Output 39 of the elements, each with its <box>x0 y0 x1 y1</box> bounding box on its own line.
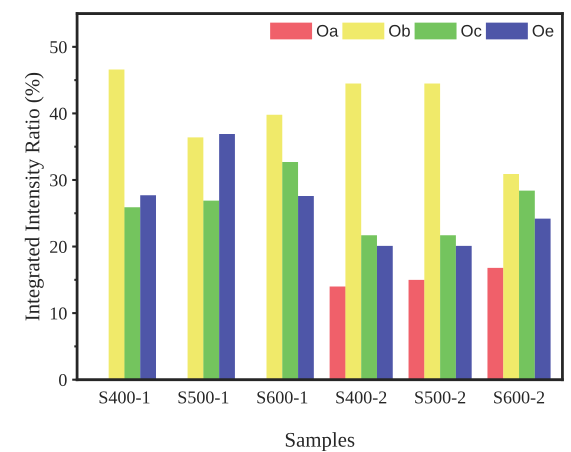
bar <box>188 137 204 380</box>
bar <box>330 286 346 380</box>
x-tick-label: S400-1 <box>100 391 150 404</box>
bar <box>298 196 314 380</box>
bar <box>140 195 156 380</box>
bar <box>440 235 456 380</box>
y-tick-label: 30 <box>50 174 67 186</box>
y-tick-label: 50 <box>50 41 67 54</box>
legend-label: Oc <box>461 24 482 37</box>
bar <box>282 162 298 380</box>
x-axis-title: Samples <box>286 432 354 452</box>
bar <box>534 218 551 380</box>
legend-label: Oe <box>532 24 554 37</box>
legend-label: Ob <box>389 24 410 37</box>
x-tick-label: S400-2 <box>336 391 386 404</box>
y-tick-label: 40 <box>50 108 67 120</box>
bar <box>503 174 520 380</box>
bar <box>203 200 220 380</box>
bar <box>456 246 472 380</box>
x-tick-label: S600-2 <box>494 391 544 404</box>
bar <box>266 114 282 380</box>
bar <box>108 69 124 380</box>
bar <box>519 190 535 380</box>
bar <box>376 246 393 380</box>
bar <box>361 235 377 380</box>
legend-label: Oa <box>316 24 338 37</box>
bar <box>219 134 235 380</box>
bar <box>124 207 140 380</box>
y-axis-title: Integrated Intensity Ratio (%) <box>24 72 44 321</box>
y-tick-label: 20 <box>50 240 67 253</box>
x-tick-label: S600-1 <box>257 391 308 404</box>
bar <box>345 83 362 380</box>
y-tick-label: 10 <box>50 307 67 320</box>
bar <box>408 280 424 380</box>
bar <box>424 83 440 380</box>
y-tick-label: 0 <box>59 374 67 386</box>
x-tick-label: S500-1 <box>178 391 228 404</box>
bar <box>487 268 504 380</box>
x-tick-label: S500-2 <box>415 391 466 404</box>
